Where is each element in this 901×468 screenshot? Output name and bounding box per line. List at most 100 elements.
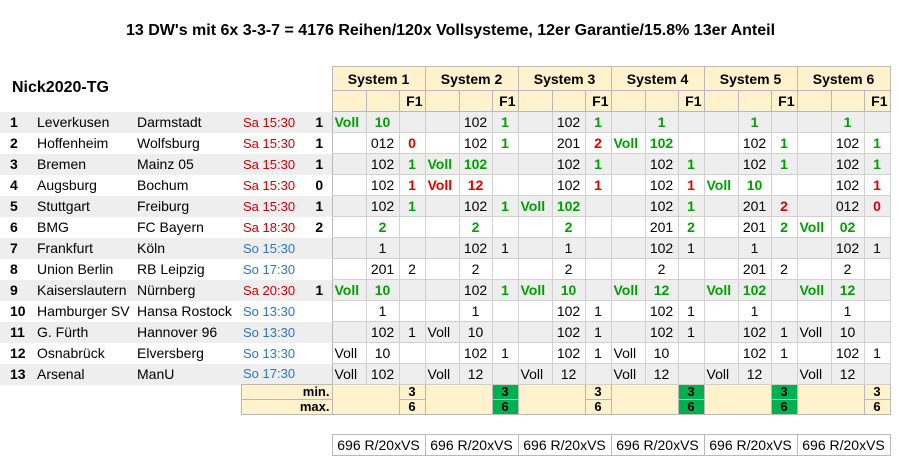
f1-header-row: F1 F1 F1 F1 F1 F1 — [0, 90, 891, 112]
system-header: System 3 — [517, 66, 612, 91]
voll-marker: Voll — [703, 363, 739, 385]
system-tip: 12 — [831, 279, 865, 301]
voll-marker — [610, 258, 646, 280]
max-value: 6 — [863, 399, 891, 415]
away-team: FC Bayern — [137, 219, 204, 235]
voll-marker — [796, 300, 832, 322]
f1-value — [492, 363, 519, 385]
system-tip: 12 — [459, 174, 493, 196]
system-tip: 102 — [552, 300, 586, 322]
system-summary: 696 R/20xVS — [331, 434, 426, 456]
system-tip: 102 — [459, 132, 493, 154]
kickoff-time: So 15:30 — [241, 237, 307, 259]
row-number: 4 — [10, 177, 18, 193]
match-result: 1 — [307, 279, 332, 301]
voll-marker — [424, 300, 460, 322]
voll-marker: Voll — [517, 195, 553, 217]
system-tip: 10 — [459, 321, 493, 343]
match-result: 1 — [315, 135, 324, 151]
min-label: min. — [240, 384, 333, 400]
away-team: Darmstadt — [133, 111, 241, 133]
system-tip: 102 — [645, 132, 679, 154]
voll-marker: Voll — [796, 321, 832, 343]
system-tip: 102 — [645, 174, 679, 196]
system-tip: 201 — [645, 216, 679, 238]
home-team: Kaiserslautern — [33, 279, 133, 301]
away-team: Nürnberg — [133, 279, 241, 301]
voll-marker — [331, 237, 367, 259]
system-tip: 2 — [645, 258, 679, 280]
voll-marker — [424, 258, 460, 280]
system-tip: 102 — [459, 237, 493, 259]
system-tip: 102 — [459, 279, 493, 301]
row-number: 6 — [10, 219, 18, 235]
f1-value: 1 — [678, 321, 705, 343]
f1-value — [585, 195, 612, 217]
f1-value — [678, 132, 705, 154]
system-tip: 02 — [831, 216, 865, 238]
system-tip: 102 — [831, 342, 865, 364]
voll-marker — [703, 216, 739, 238]
system-tip: 10 — [366, 279, 400, 301]
system-tip: 102 — [645, 195, 679, 217]
f1-value: 1 — [492, 279, 519, 301]
f1-value — [585, 279, 612, 301]
voll-marker: Voll — [517, 363, 553, 385]
away-team: ManU — [133, 363, 241, 385]
table-row: 13 Arsenal ManU So 17:30 Voll 102 Voll 12 Voll 12… — [0, 363, 891, 385]
voll-marker — [610, 216, 646, 238]
system-tip: 1 — [645, 111, 679, 133]
f1-value — [864, 111, 891, 133]
f1-value — [864, 363, 891, 385]
voll-marker: Voll — [610, 363, 646, 385]
system-tip: 12 — [645, 363, 679, 385]
system-tip: 10 — [366, 342, 400, 364]
system-tip: 102 — [645, 153, 679, 175]
system-tip: 102 — [645, 321, 679, 343]
system-tip: 102 — [831, 237, 865, 259]
away-team: Hannover 96 — [133, 321, 241, 343]
away-team: Wolfsburg — [137, 135, 200, 151]
voll-marker — [331, 153, 367, 175]
f1-value — [864, 279, 891, 301]
f1-value — [585, 216, 612, 238]
system-tip: 1 — [831, 300, 865, 322]
f1-value — [492, 153, 519, 175]
away-team: Elversberg — [137, 345, 204, 361]
voll-marker — [517, 111, 553, 133]
summary-row: 696 R/20xVS 696 R/20xVS 696 R/20xVS 696 R/2… — [0, 434, 891, 456]
f1-value: 1 — [864, 132, 891, 154]
f1-value: 1 — [399, 153, 426, 175]
system-tip: 102 — [645, 300, 679, 322]
match-result — [307, 301, 332, 322]
system-tip: 12 — [645, 279, 679, 301]
f1-header: F1 — [398, 90, 426, 112]
system-tip: 2 — [552, 258, 586, 280]
system-tip: 12 — [459, 363, 493, 385]
f1-value: 1 — [771, 132, 798, 154]
voll-marker — [610, 321, 646, 343]
system-tip: 1 — [459, 300, 493, 322]
voll-marker — [424, 216, 460, 238]
away-team: RB Leipzig — [137, 261, 205, 277]
voll-marker — [331, 174, 367, 196]
f1-value: 1 — [771, 153, 798, 175]
system-tip: 012 — [366, 132, 400, 154]
system-tip: 1 — [831, 111, 865, 133]
f1-value: 1 — [585, 321, 612, 343]
f1-value — [399, 300, 426, 322]
voll-marker — [517, 153, 553, 175]
min-value: 3 — [584, 384, 612, 400]
home-team: Hoffenheim — [37, 135, 109, 151]
system-tip: 102 — [552, 111, 586, 133]
voll-marker: Voll — [703, 174, 739, 196]
voll-marker — [796, 111, 832, 133]
voll-marker — [331, 258, 367, 280]
kickoff-time: Sa 15:30 — [243, 135, 296, 151]
voll-marker — [610, 300, 646, 322]
f1-value — [864, 258, 891, 280]
min-value: 3 — [677, 384, 705, 400]
home-team: Union Berlin — [37, 261, 114, 277]
max-row: max. 6 6 6 6 6 6 — [0, 399, 891, 415]
away-team: Freiburg — [133, 195, 241, 217]
